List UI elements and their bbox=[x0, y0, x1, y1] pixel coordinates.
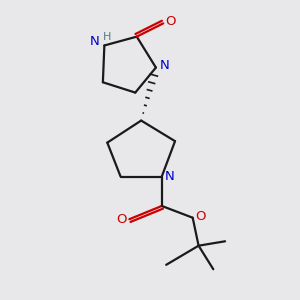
Text: O: O bbox=[116, 213, 126, 226]
Text: O: O bbox=[196, 210, 206, 223]
Text: N: N bbox=[165, 170, 175, 183]
Text: O: O bbox=[165, 15, 176, 28]
Text: N: N bbox=[90, 35, 100, 48]
Text: H: H bbox=[103, 32, 112, 42]
Text: N: N bbox=[159, 59, 169, 72]
